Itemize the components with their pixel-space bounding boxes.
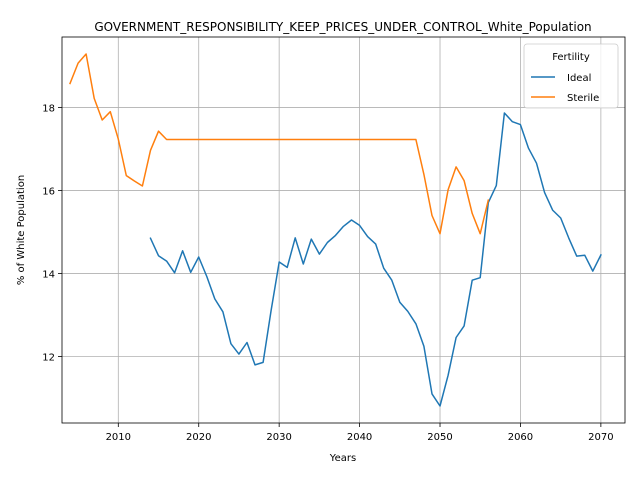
x-tick-label: 2050 [427,432,452,443]
series-line-sterile [69,53,490,235]
y-tick-label: 14 [42,270,55,281]
y-tick-label: 16 [42,187,55,198]
x-tick-label: 2020 [186,432,211,443]
x-tick-label: 2030 [266,432,291,443]
chart-title: GOVERNMENT_RESPONSIBILITY_KEEP_PRICES_UN… [94,20,591,34]
legend-label-sterile: Sterile [567,93,599,104]
x-axis-ticks: 2010 2020 2030 2040 2050 2060 2070 [106,423,614,443]
x-tick-label: 2060 [508,432,533,443]
y-axis-ticks: 12 14 16 18 [42,104,62,364]
y-axis-label: % of White Population [16,175,27,285]
x-tick-label: 2010 [106,432,131,443]
legend-title: Fertility [552,52,590,63]
x-tick-label: 2070 [588,432,613,443]
y-tick-label: 18 [42,104,55,115]
legend-box [523,43,619,109]
series-line-ideal [149,112,602,407]
y-tick-label: 12 [42,353,55,364]
x-axis-label: Years [329,453,356,464]
series-lines [69,53,602,407]
legend: Fertility Ideal Sterile [523,43,619,109]
legend-label-ideal: Ideal [567,73,591,84]
x-tick-label: 2040 [347,432,372,443]
plot-frame [61,36,626,424]
